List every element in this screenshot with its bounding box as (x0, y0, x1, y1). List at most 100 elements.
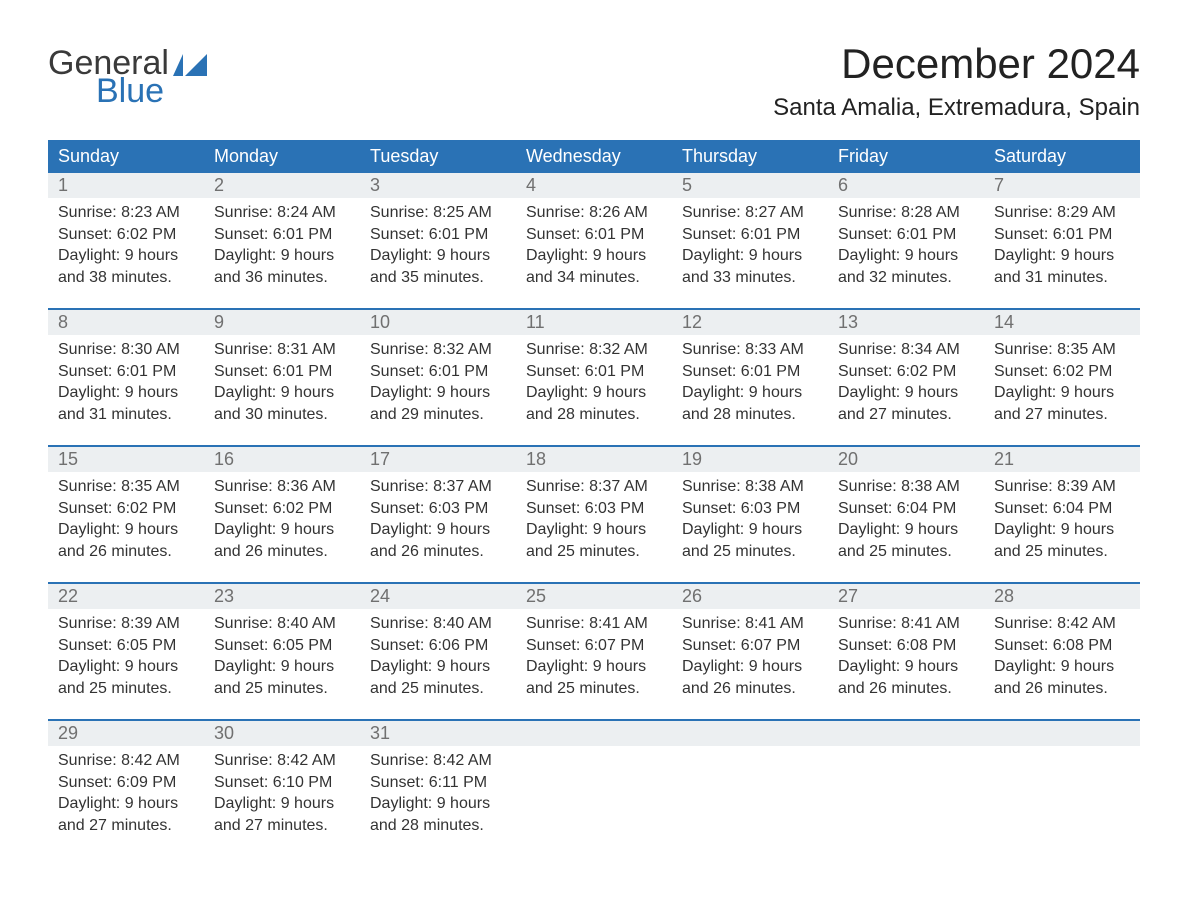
sunset-text: Sunset: 6:03 PM (526, 498, 662, 520)
sunset-text: Sunset: 6:02 PM (214, 498, 350, 520)
daylight-text-2: and 26 minutes. (994, 678, 1130, 700)
daylight-text-1: Daylight: 9 hours (370, 656, 506, 678)
sunrise-text: Sunrise: 8:29 AM (994, 202, 1130, 224)
day-cell: Sunrise: 8:41 AMSunset: 6:08 PMDaylight:… (828, 609, 984, 701)
daylight-text-2: and 26 minutes. (682, 678, 818, 700)
day-number-row: 891011121314 (48, 308, 1140, 335)
day-cell: Sunrise: 8:28 AMSunset: 6:01 PMDaylight:… (828, 198, 984, 290)
sunrise-text: Sunrise: 8:32 AM (370, 339, 506, 361)
day-cell: Sunrise: 8:42 AMSunset: 6:09 PMDaylight:… (48, 746, 204, 838)
daylight-text-2: and 31 minutes. (58, 404, 194, 426)
sunset-text: Sunset: 6:03 PM (370, 498, 506, 520)
daylight-text-1: Daylight: 9 hours (214, 382, 350, 404)
day-cell: Sunrise: 8:35 AMSunset: 6:02 PMDaylight:… (48, 472, 204, 564)
weekday-header: Thursday (672, 140, 828, 173)
sunset-text: Sunset: 6:02 PM (58, 224, 194, 246)
title-block: December 2024 Santa Amalia, Extremadura,… (773, 40, 1140, 122)
daylight-text-2: and 38 minutes. (58, 267, 194, 289)
day-number: 25 (516, 584, 672, 609)
sunrise-text: Sunrise: 8:23 AM (58, 202, 194, 224)
weekday-header: Sunday (48, 140, 204, 173)
day-cell: Sunrise: 8:38 AMSunset: 6:04 PMDaylight:… (828, 472, 984, 564)
daylight-text-1: Daylight: 9 hours (526, 245, 662, 267)
day-number: 27 (828, 584, 984, 609)
day-number (828, 721, 984, 746)
daylight-text-1: Daylight: 9 hours (214, 245, 350, 267)
sunset-text: Sunset: 6:04 PM (838, 498, 974, 520)
daylight-text-1: Daylight: 9 hours (370, 245, 506, 267)
daylight-text-2: and 26 minutes. (214, 541, 350, 563)
day-number: 8 (48, 310, 204, 335)
daylight-text-1: Daylight: 9 hours (58, 519, 194, 541)
day-number: 10 (360, 310, 516, 335)
sunrise-text: Sunrise: 8:38 AM (838, 476, 974, 498)
daylight-text-1: Daylight: 9 hours (526, 519, 662, 541)
sunrise-text: Sunrise: 8:35 AM (994, 339, 1130, 361)
sunrise-text: Sunrise: 8:41 AM (526, 613, 662, 635)
day-number: 28 (984, 584, 1140, 609)
day-cell: Sunrise: 8:34 AMSunset: 6:02 PMDaylight:… (828, 335, 984, 427)
day-number (672, 721, 828, 746)
day-number: 26 (672, 584, 828, 609)
sunrise-text: Sunrise: 8:37 AM (526, 476, 662, 498)
day-cell: Sunrise: 8:42 AMSunset: 6:08 PMDaylight:… (984, 609, 1140, 701)
day-cell: Sunrise: 8:32 AMSunset: 6:01 PMDaylight:… (516, 335, 672, 427)
sunset-text: Sunset: 6:01 PM (526, 361, 662, 383)
daylight-text-1: Daylight: 9 hours (682, 656, 818, 678)
sunset-text: Sunset: 6:09 PM (58, 772, 194, 794)
daylight-text-1: Daylight: 9 hours (994, 519, 1130, 541)
sunset-text: Sunset: 6:01 PM (370, 361, 506, 383)
sunrise-text: Sunrise: 8:42 AM (370, 750, 506, 772)
daylight-text-1: Daylight: 9 hours (214, 793, 350, 815)
day-number: 9 (204, 310, 360, 335)
daylight-text-2: and 32 minutes. (838, 267, 974, 289)
weekday-header: Friday (828, 140, 984, 173)
day-cell: Sunrise: 8:27 AMSunset: 6:01 PMDaylight:… (672, 198, 828, 290)
sunset-text: Sunset: 6:05 PM (214, 635, 350, 657)
daylight-text-2: and 28 minutes. (682, 404, 818, 426)
day-cell (828, 746, 984, 838)
sunrise-text: Sunrise: 8:35 AM (58, 476, 194, 498)
daylight-text-2: and 28 minutes. (526, 404, 662, 426)
daylight-text-1: Daylight: 9 hours (58, 656, 194, 678)
daylight-text-1: Daylight: 9 hours (994, 382, 1130, 404)
day-number: 6 (828, 173, 984, 198)
weekday-header: Tuesday (360, 140, 516, 173)
day-number: 11 (516, 310, 672, 335)
day-cell (984, 746, 1140, 838)
daylight-text-2: and 25 minutes. (526, 541, 662, 563)
day-number: 30 (204, 721, 360, 746)
day-cell: Sunrise: 8:37 AMSunset: 6:03 PMDaylight:… (516, 472, 672, 564)
sunrise-text: Sunrise: 8:41 AM (838, 613, 974, 635)
day-cell: Sunrise: 8:39 AMSunset: 6:04 PMDaylight:… (984, 472, 1140, 564)
sunrise-text: Sunrise: 8:39 AM (994, 476, 1130, 498)
daylight-text-1: Daylight: 9 hours (526, 382, 662, 404)
location: Santa Amalia, Extremadura, Spain (773, 94, 1140, 122)
daylight-text-1: Daylight: 9 hours (682, 519, 818, 541)
daylight-text-1: Daylight: 9 hours (370, 793, 506, 815)
daylight-text-2: and 36 minutes. (214, 267, 350, 289)
daylight-text-1: Daylight: 9 hours (682, 382, 818, 404)
day-cell: Sunrise: 8:25 AMSunset: 6:01 PMDaylight:… (360, 198, 516, 290)
day-cell: Sunrise: 8:41 AMSunset: 6:07 PMDaylight:… (672, 609, 828, 701)
sunrise-text: Sunrise: 8:27 AM (682, 202, 818, 224)
day-cell (516, 746, 672, 838)
day-content-row: Sunrise: 8:35 AM Sunset: 6:02 PM Daylight:… (48, 472, 1140, 564)
sunrise-text: Sunrise: 8:34 AM (838, 339, 974, 361)
day-cell: Sunrise: 8:42 AMSunset: 6:10 PMDaylight:… (204, 746, 360, 838)
daylight-text-2: and 34 minutes. (526, 267, 662, 289)
sunset-text: Sunset: 6:04 PM (994, 498, 1130, 520)
day-content-row: Sunrise: 8:42 AM Sunset: 6:09 PM Daylight:… (48, 746, 1140, 838)
day-content-row: Sunrise: 8:23 AMSunset: 6:02 PM Daylight:… (48, 198, 1140, 290)
day-number-row: 22232425262728 (48, 582, 1140, 609)
daylight-text-2: and 27 minutes. (838, 404, 974, 426)
sunrise-text: Sunrise: 8:37 AM (370, 476, 506, 498)
sunrise-text: Sunrise: 8:40 AM (214, 613, 350, 635)
daylight-text-2: and 27 minutes. (214, 815, 350, 837)
weekday-header-row: SundayMondayTuesdayWednesdayThursdayFrid… (48, 140, 1140, 173)
day-cell: Sunrise: 8:39 AMSunset: 6:05 PMDaylight:… (48, 609, 204, 701)
day-cell: Sunrise: 8:38 AMSunset: 6:03 PMDaylight:… (672, 472, 828, 564)
daylight-text-1: Daylight: 9 hours (838, 656, 974, 678)
daylight-text-2: and 25 minutes. (370, 678, 506, 700)
sunset-text: Sunset: 6:01 PM (214, 224, 350, 246)
